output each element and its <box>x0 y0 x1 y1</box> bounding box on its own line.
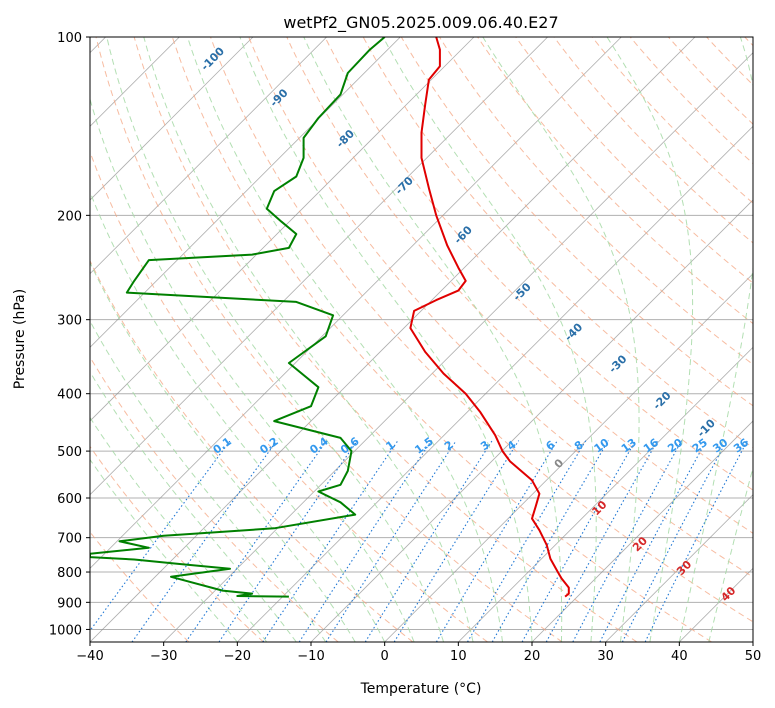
moist-adiabat-line <box>90 370 297 642</box>
x-tick-label: 40 <box>671 649 688 664</box>
moist-adiabat-line <box>606 37 694 642</box>
isotherm-line <box>90 37 475 422</box>
y-tick-label: 200 <box>57 209 82 224</box>
mixing-ratio-line <box>262 440 399 642</box>
isotherm-line <box>90 37 548 496</box>
dry-adiabat-line <box>248 37 753 578</box>
dry-adiabat-line <box>438 37 753 366</box>
temperature-line <box>409 37 570 598</box>
isotherm-line <box>384 273 753 642</box>
dry-adiabats <box>90 37 753 642</box>
dry-adiabat-line <box>476 37 753 325</box>
moist-adiabat-line <box>482 37 640 642</box>
moist-adiabat-line <box>90 320 327 642</box>
isotherm-line <box>90 37 254 201</box>
isotherm-line <box>752 641 753 642</box>
isotherm-line <box>90 37 327 275</box>
y-tick-label: 800 <box>57 566 82 581</box>
moist-adiabat-line <box>303 37 563 642</box>
dry-adiabat-line <box>400 37 753 407</box>
isotherm-line <box>90 37 622 569</box>
x-tick-label: 20 <box>524 649 541 664</box>
pressure-grid <box>90 37 753 630</box>
moist-adiabat-line <box>143 37 474 642</box>
isotherm-line <box>605 494 753 642</box>
y-tick-label: 400 <box>57 388 82 403</box>
sounding-profiles <box>90 37 570 598</box>
mixing-ratio-line <box>393 440 520 642</box>
x-tick-label: −10 <box>297 649 324 664</box>
dry-adiabat-line <box>133 37 638 642</box>
moist-adiabat-line <box>90 97 415 642</box>
dry-adiabat-line <box>629 37 753 165</box>
x-tick-label: 0 <box>381 649 389 664</box>
moist-adiabat-line <box>678 37 753 642</box>
mixing-ratio-line <box>644 440 748 642</box>
y-tick-label: 900 <box>57 596 82 611</box>
plot-frame <box>89 36 754 643</box>
mixing-ratio-line <box>572 440 683 642</box>
isotherm-line <box>237 125 753 642</box>
dry-adiabat-line <box>286 37 753 534</box>
y-tick-label: 300 <box>57 314 82 329</box>
mixing-ratio-line <box>364 440 493 642</box>
mixing-ratio-line <box>185 440 328 642</box>
mixing-ratio-line <box>545 440 659 642</box>
x-axis-label: Temperature (°C) <box>360 681 482 697</box>
dry-adiabat-line <box>171 37 712 642</box>
y-tick-label: 700 <box>57 532 82 547</box>
moist-adiabat-line <box>708 465 753 642</box>
dry-adiabat-line <box>591 37 753 204</box>
dry-adiabat-line <box>90 150 488 642</box>
plot-content: 0.1 0.2 0.4 0.6 1 1.5 2 3 4 6 8 10 13 16 20 25 30 36-100-… <box>90 37 753 642</box>
dry-adiabat-line <box>553 37 753 244</box>
y-tick-label: 500 <box>57 445 82 460</box>
mixing-ratio-line <box>491 440 609 642</box>
moist-adiabat-line <box>90 458 238 642</box>
moist-adiabat-line <box>90 261 356 642</box>
y-axis-label: Pressure (hPa) <box>12 289 28 389</box>
moist-adiabats <box>90 37 753 642</box>
mixing-ratio-lines <box>90 440 748 642</box>
mixing-ratio-line <box>467 440 587 642</box>
isotherm-line <box>90 37 401 348</box>
isotherm-line <box>163 52 753 642</box>
isotherms <box>90 37 753 642</box>
x-tick-label: 30 <box>597 649 614 664</box>
moist-adiabat-line <box>239 37 533 642</box>
x-axis-ticks: −40 −30 −20 −10 0 10 20 30 40 50 <box>76 642 761 664</box>
x-tick-label: −30 <box>150 649 177 664</box>
dry-adiabat-line <box>90 259 414 642</box>
moist-adiabat-line <box>382 37 597 642</box>
moist-adiabat-line <box>90 416 268 642</box>
x-tick-label: −20 <box>224 649 251 664</box>
isotherm-line <box>90 37 696 642</box>
mixing-ratio-line <box>131 440 278 642</box>
y-tick-label: 100 <box>57 31 82 46</box>
mixing-ratio-line <box>325 440 457 642</box>
moist-adiabat-line <box>106 37 445 642</box>
y-axis-ticks: 100 200 300 400 500 600 700 800 900 1000 <box>49 31 90 638</box>
mixing-ratio-line <box>298 440 432 642</box>
y-tick-label: 600 <box>57 492 82 507</box>
mixing-ratio-line <box>521 440 637 642</box>
moist-adiabat-line <box>90 190 386 642</box>
dry-adiabat-line <box>362 37 753 449</box>
x-tick-label: 10 <box>450 649 467 664</box>
mixing-ratio-line <box>435 440 558 642</box>
dry-adiabat-line <box>90 445 264 642</box>
x-tick-label: 50 <box>745 649 762 664</box>
moist-adiabat-line <box>187 37 503 642</box>
dewpoint-line <box>90 37 386 598</box>
isotherm-line <box>531 420 753 642</box>
y-tick-label: 1000 <box>49 623 82 638</box>
x-tick-label: −40 <box>76 649 103 664</box>
isotherm-line <box>458 346 753 642</box>
chart-title: wetPf2_GN05.2025.009.06.40.E27 <box>283 13 558 33</box>
dry-adiabat-line <box>95 37 563 642</box>
